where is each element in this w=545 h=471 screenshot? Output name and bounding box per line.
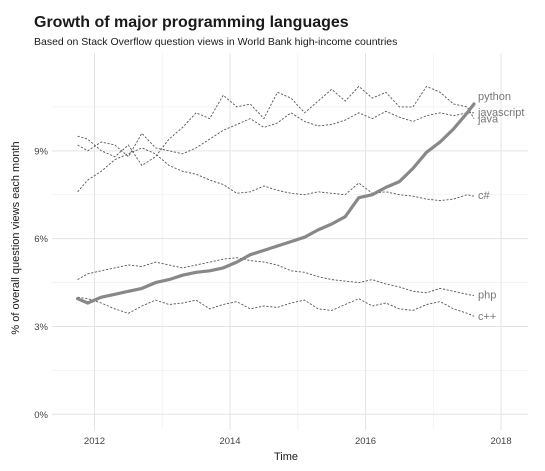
series-line-php bbox=[77, 257, 475, 297]
y-tick-label: 6% bbox=[34, 234, 48, 245]
y-tick-label: 0% bbox=[34, 410, 48, 421]
series-label-python: python bbox=[478, 91, 511, 103]
series-label-php: php bbox=[478, 290, 496, 302]
x-axis-title: Time bbox=[274, 451, 298, 463]
series-line-c-sharp bbox=[77, 147, 475, 202]
series-line-python bbox=[75, 102, 476, 305]
y-axis-title: % of overall question views each month bbox=[10, 141, 22, 334]
series-label-java: java bbox=[477, 114, 499, 126]
y-tick-label: 3% bbox=[34, 322, 48, 333]
series-line-javascript bbox=[77, 110, 474, 158]
series-label-cpp: c++ bbox=[478, 311, 496, 323]
series-line-java bbox=[77, 85, 475, 167]
y-tick-label: 9% bbox=[34, 146, 48, 157]
x-tick-label: 2012 bbox=[84, 436, 105, 447]
chart-title: Growth of major programming languages bbox=[34, 14, 349, 31]
series-label-c-sharp: c# bbox=[478, 190, 491, 202]
chart-subtitle: Based on Stack Overflow question views i… bbox=[34, 36, 397, 48]
series-line-cpp bbox=[77, 296, 475, 317]
x-tick-label: 2018 bbox=[490, 436, 511, 447]
y-axis-ticks: 0% 3% 6% 9% bbox=[34, 146, 48, 420]
x-tick-label: 2014 bbox=[219, 436, 240, 447]
x-axis-ticks: 2012 2014 2016 2018 bbox=[84, 436, 512, 447]
series-lines bbox=[75, 85, 476, 317]
series-label-javascript: javascript bbox=[477, 107, 524, 119]
x-tick-label: 2016 bbox=[355, 436, 376, 447]
